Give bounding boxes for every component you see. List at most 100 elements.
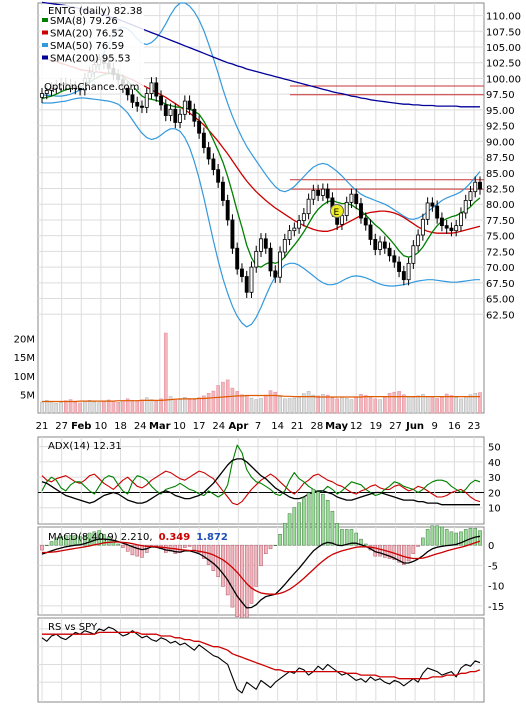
- macd-hist-bar: [316, 491, 320, 546]
- price-y-tick: 102.50: [486, 59, 521, 70]
- price-title: ENTG (daily) 82.38: [48, 6, 142, 17]
- volume-bar: [64, 400, 68, 414]
- x-tick: 23: [468, 421, 481, 432]
- candle-body: [168, 108, 173, 116]
- volume-bar: [278, 396, 282, 414]
- macd-hist-bar: [192, 544, 197, 551]
- candle-body: [173, 108, 178, 123]
- macd-hist-bar: [402, 544, 406, 565]
- volume-y-tick: 5M: [20, 390, 35, 401]
- candle-body: [368, 224, 373, 240]
- candle-body: [430, 202, 435, 207]
- macd-hist-bar: [430, 525, 435, 546]
- price-y-tick-labels: 110.00 107.50 105.00 102.50 100.00 97.50 95.00…: [486, 12, 521, 322]
- macd-hist-bar: [283, 523, 287, 546]
- volume-bar: [292, 397, 297, 414]
- volume-bar: [287, 398, 292, 414]
- candle-body: [240, 268, 244, 277]
- macd-y-tick: 0: [488, 541, 494, 552]
- macd-hist-bar: [287, 513, 292, 546]
- candle-body: [301, 213, 306, 221]
- volume-bar: [354, 397, 359, 414]
- macd-hist-bar: [449, 531, 454, 546]
- volume-bar: [68, 399, 73, 414]
- price-y-tick: 107.50: [486, 27, 521, 38]
- candle-body: [339, 215, 344, 225]
- earnings-marker-letter: E: [334, 208, 340, 218]
- legend-swatch: [42, 30, 48, 35]
- macd-hist-bar: [416, 544, 420, 547]
- price-y-tick: 62.50: [486, 310, 515, 321]
- volume-bar: [425, 396, 430, 414]
- macd-hist-bar: [478, 530, 482, 546]
- price-y-tick: 92.50: [486, 122, 515, 133]
- macd-hist-bar: [421, 537, 425, 546]
- volume-bar: [130, 400, 135, 414]
- x-tick: 10: [173, 421, 186, 432]
- volume-bar: [421, 394, 425, 414]
- price-y-tick: 90.00: [486, 137, 515, 148]
- volume-bar: [392, 391, 397, 414]
- adx-minus-di-line: [41, 470, 481, 506]
- volume-bar: [302, 393, 306, 414]
- macd-hist-bar: [211, 544, 216, 571]
- candle-body: [306, 198, 311, 215]
- x-tick: 28: [311, 421, 324, 432]
- x-tick: 27: [389, 421, 402, 432]
- volume-bar: [59, 401, 63, 414]
- volume-bar: [83, 401, 87, 414]
- volume-bar: [144, 397, 149, 414]
- volume-bar: [382, 397, 387, 414]
- candle-body: [263, 238, 268, 249]
- volume-y-tick-labels: 20M 15M 10M 5M: [14, 335, 35, 402]
- x-tick: 17: [193, 421, 206, 432]
- volume-bar: [206, 393, 211, 414]
- macd-hist-bar: [235, 544, 239, 618]
- volume-bar: [406, 396, 411, 414]
- volume-bar: [249, 397, 254, 414]
- x-tick: May: [325, 421, 348, 432]
- volume-bar: [459, 398, 463, 414]
- candle-body: [382, 241, 387, 249]
- candle-body: [287, 230, 292, 240]
- volume-bar: [378, 399, 382, 414]
- candle-body: [273, 270, 278, 278]
- volume-bar: [49, 401, 54, 414]
- volume-bar: [263, 394, 268, 414]
- macd-hist-bar: [468, 527, 473, 546]
- candle-body: [463, 200, 468, 214]
- candle-body: [478, 181, 482, 190]
- price-y-tick: 82.50: [486, 185, 515, 196]
- volume-bar: [259, 398, 263, 414]
- candle-body: [154, 82, 159, 97]
- macd-hist-bar: [454, 532, 458, 546]
- volume-bar: [102, 401, 106, 414]
- macd-hist-bar: [344, 529, 349, 546]
- macd-histogram: [40, 489, 482, 619]
- macd-hist-bar: [68, 535, 73, 546]
- macd-hist-bar: [221, 544, 225, 587]
- candle-body: [454, 225, 459, 232]
- macd-lines: [41, 535, 481, 609]
- volume-bar: [411, 397, 416, 414]
- adx-y-tick: 10: [488, 504, 501, 515]
- volume-bar: [125, 398, 130, 414]
- candle-body: [268, 247, 273, 272]
- macd-line: [41, 535, 481, 609]
- macd-value: 0.349: [159, 532, 191, 543]
- candle-body: [206, 147, 211, 160]
- macd-hist-bar: [463, 529, 468, 546]
- volume-bar: [78, 402, 82, 414]
- volume-bar: [297, 396, 301, 414]
- volume-bar: [416, 395, 420, 414]
- candle-body: [359, 203, 363, 219]
- adx-line: [41, 458, 480, 506]
- macd-panel: 0 -5 -10 -15 MACD(8,40,9) 2.210, 0.349 1.872: [37, 489, 504, 619]
- candle-body: [459, 212, 463, 227]
- price-y-tick: 70.00: [486, 263, 515, 274]
- candle-body: [192, 108, 197, 122]
- macd-hist-bar: [116, 543, 120, 546]
- candle-body: [425, 202, 430, 220]
- candle-body: [282, 239, 287, 253]
